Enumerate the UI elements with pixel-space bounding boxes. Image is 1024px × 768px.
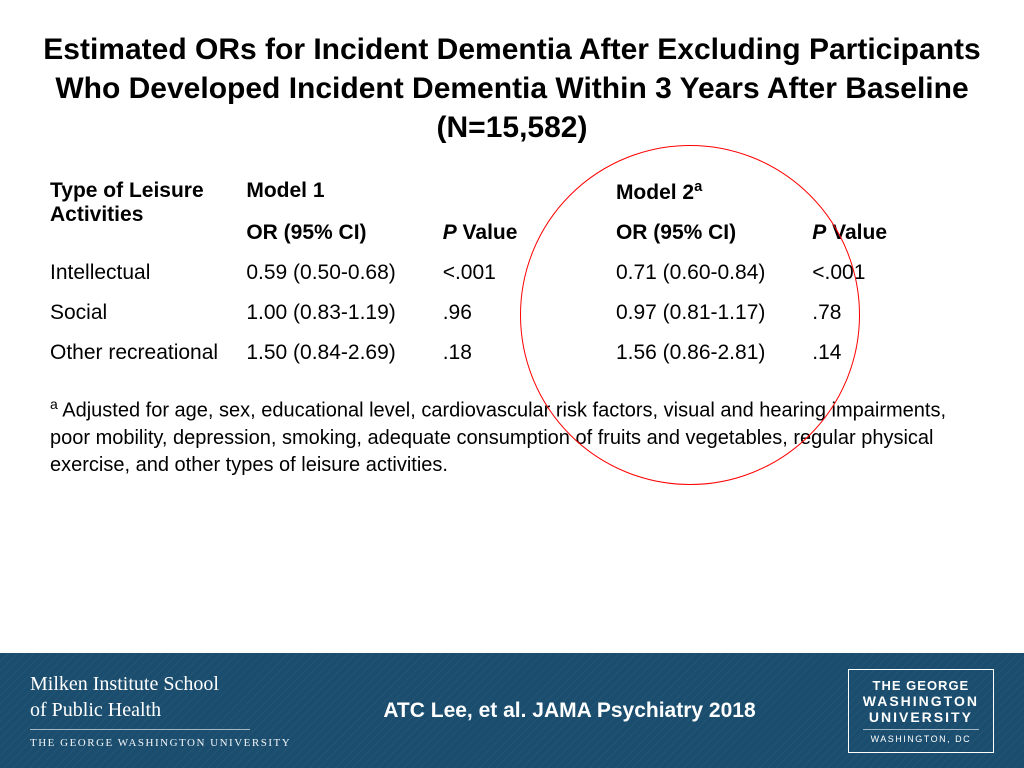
table-row: Intellectual 0.59 (0.50-0.68) <.001 0.71… [50,257,974,297]
header-model1: Model 1 [246,175,616,217]
header-row-1: Type of Leisure Activities Model 1 Model… [50,175,974,217]
footnote-text: Adjusted for age, sex, educational level… [50,400,946,476]
odds-ratio-table: Type of Leisure Activities Model 1 Model… [50,175,974,377]
cell-m2-or: 1.56 (0.86-2.81) [616,337,812,377]
slide-title: Estimated ORs for Incident Dementia Afte… [40,30,984,147]
header-model2-sup: a [694,179,702,195]
cell-m1-or: 1.50 (0.84-2.69) [246,337,442,377]
gw-divider [863,729,979,730]
cell-m2-p: .78 [812,297,974,337]
milken-logo: Milken Institute School of Public Health… [30,671,291,750]
cell-activity: Other recreational [50,337,246,377]
citation: ATC Lee, et al. JAMA Psychiatry 2018 [291,699,848,723]
gw-logo: THE GEORGE WASHINGTON UNIVERSITY WASHING… [848,669,994,753]
cell-m1-or: 0.59 (0.50-0.68) [246,257,442,297]
footer-bar: Milken Institute School of Public Health… [0,653,1024,768]
milken-line2: of Public Health [30,697,291,723]
header-model2-text: Model 2 [616,181,694,204]
cell-m2-or: 0.97 (0.81-1.17) [616,297,812,337]
header-m1-p: P Value [443,217,616,257]
gw-sub: WASHINGTON, DC [863,734,979,744]
table-row: Social 1.00 (0.83-1.19) .96 0.97 (0.81-1… [50,297,974,337]
cell-m1-p: .18 [443,337,616,377]
footnote-sup: a [50,396,58,412]
table-row: Other recreational 1.50 (0.84-2.69) .18 … [50,337,974,377]
milken-sub: THE GEORGE WASHINGTON UNIVERSITY [30,736,291,750]
cell-activity: Social [50,297,246,337]
gw-line3: UNIVERSITY [863,709,979,725]
cell-m1-p: .96 [443,297,616,337]
table-container: Type of Leisure Activities Model 1 Model… [40,175,984,377]
header-m2-p: P Value [812,217,974,257]
cell-m2-or: 0.71 (0.60-0.84) [616,257,812,297]
gw-line2: WASHINGTON [863,693,979,709]
header-model2: Model 2a [616,175,974,217]
gw-line1: THE GEORGE [863,678,979,693]
milken-line1: Milken Institute School [30,671,291,697]
milken-divider [30,729,250,730]
cell-activity: Intellectual [50,257,246,297]
cell-m1-p: <.001 [443,257,616,297]
header-m2-or: OR (95% CI) [616,217,812,257]
cell-m2-p: .14 [812,337,974,377]
cell-m1-or: 1.00 (0.83-1.19) [246,297,442,337]
footnote: a Adjusted for age, sex, educational lev… [40,395,984,479]
header-m1-or: OR (95% CI) [246,217,442,257]
header-activity: Type of Leisure Activities [50,175,246,257]
cell-m2-p: <.001 [812,257,974,297]
